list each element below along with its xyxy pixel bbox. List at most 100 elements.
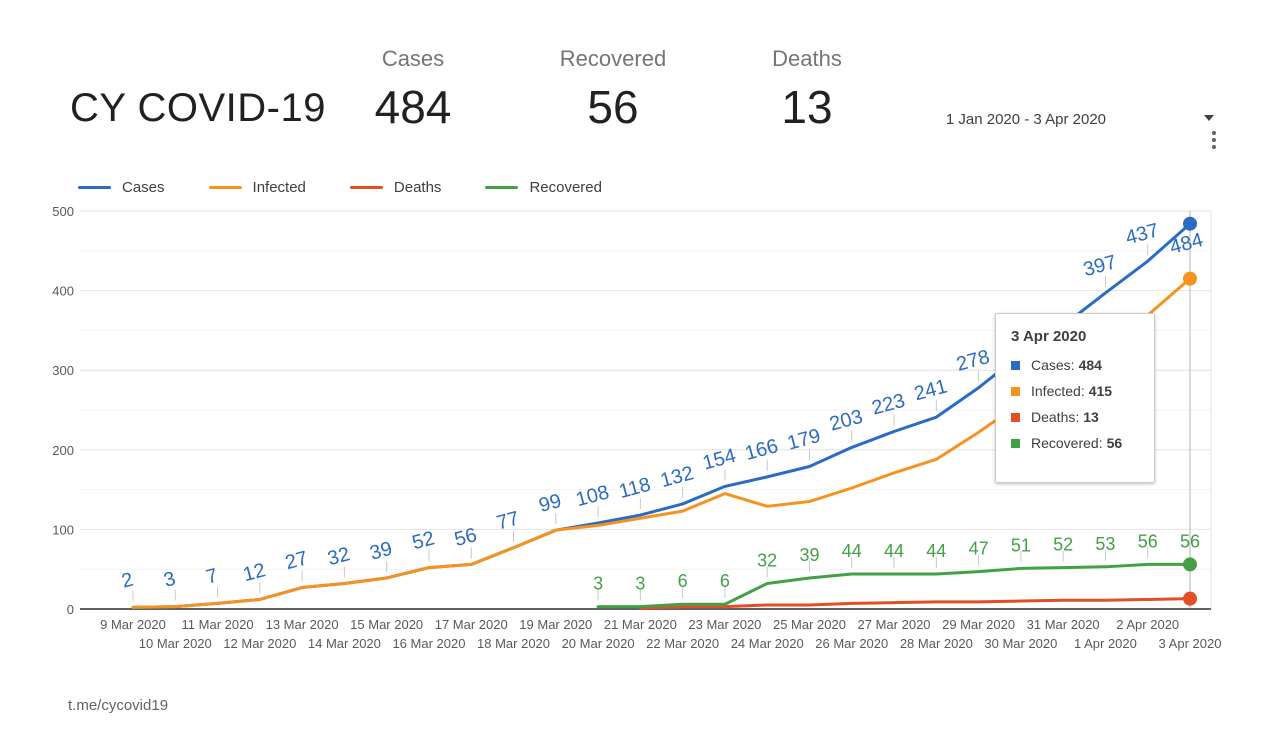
data-label-cases: 39 (368, 538, 395, 565)
deaths-marker-icon (1011, 412, 1020, 422)
caret-down-icon[interactable] (1204, 115, 1214, 121)
x-axis-label: 10 Mar 2020 (139, 636, 212, 651)
data-label-recovered: 52 (1053, 535, 1073, 555)
data-label-cases: 77 (494, 507, 521, 534)
cases-marker-icon (1011, 360, 1020, 370)
infected-marker-icon (1011, 386, 1020, 396)
data-label-recovered: 44 (842, 541, 862, 561)
x-axis-label: 30 Mar 2020 (984, 636, 1057, 651)
data-label-cases: 437 (1123, 219, 1161, 249)
footer-link[interactable]: t.me/cycovid19 (68, 697, 169, 714)
stat-deaths: Deaths 13 (722, 46, 892, 134)
series-line-deaths (638, 597, 1192, 610)
data-label-cases: 3 (162, 568, 178, 592)
page-title: CY COVID-19 (70, 86, 326, 130)
x-axis-label: 12 Mar 2020 (223, 636, 296, 651)
data-label-recovered: 44 (884, 541, 904, 561)
stat-deaths-value: 13 (781, 81, 833, 133)
data-label-recovered: 44 (926, 541, 946, 561)
data-label-cases: 397 (1081, 251, 1119, 281)
date-range-selector[interactable]: 1 Jan 2020 - 3 Apr 2020 (945, 111, 1106, 128)
data-label-cases: 241 (912, 375, 950, 405)
tooltip-row-cases: Cases: 484 (1011, 357, 1140, 373)
legend-item-deaths[interactable]: Deaths (349, 179, 441, 196)
x-axis-label: 14 Mar 2020 (308, 636, 381, 651)
x-axis-label: 17 Mar 2020 (435, 617, 508, 632)
y-axis-label: 200 (52, 443, 74, 458)
y-axis-label: 500 (52, 204, 74, 219)
data-label-cases: 223 (870, 390, 908, 420)
data-label-cases: 484 (1167, 229, 1205, 259)
x-axis-label: 24 Mar 2020 (731, 636, 804, 651)
x-axis-label: 9 Mar 2020 (100, 617, 166, 632)
data-label-cases: 118 (617, 474, 653, 504)
y-axis-label: 0 (67, 602, 74, 617)
recovered-marker-icon (1011, 438, 1020, 448)
selected-point-recovered (1183, 557, 1197, 572)
x-axis-label: 26 Mar 2020 (815, 636, 888, 651)
stat-recovered-value: 56 (587, 81, 639, 133)
kebab-menu-icon[interactable] (1212, 131, 1216, 152)
deaths-line-swatch (349, 186, 383, 189)
selected-point-cases (1183, 216, 1197, 231)
data-label-cases: 32 (325, 543, 352, 570)
chart-legend: Cases Infected Deaths Recovered (78, 179, 646, 196)
data-label-cases: 166 (743, 435, 781, 465)
data-label-recovered: 3 (593, 574, 603, 594)
data-label-recovered: 6 (720, 571, 730, 591)
y-axis-label: 400 (52, 284, 74, 299)
series-line-recovered (596, 562, 1192, 609)
y-axis-label: 100 (52, 522, 74, 537)
data-label-recovered: 6 (678, 571, 688, 591)
infected-line-swatch (208, 186, 242, 189)
selected-point-infected (1183, 271, 1197, 286)
x-axis-label: 31 Mar 2020 (1027, 617, 1100, 632)
x-axis-label: 27 Mar 2020 (858, 617, 931, 632)
x-axis-label: 1 Apr 2020 (1074, 636, 1137, 651)
data-label-recovered: 32 (757, 551, 777, 571)
tooltip-row-infected: Infected: 415 (1011, 383, 1140, 399)
x-axis-label: 20 Mar 2020 (562, 636, 635, 651)
legend-item-cases[interactable]: Cases (78, 179, 165, 196)
data-label-recovered: 56 (1180, 531, 1200, 551)
data-label-cases: 99 (537, 490, 564, 517)
stat-cases-label: Cases (381, 46, 445, 71)
legend-item-infected[interactable]: Infected (208, 179, 306, 196)
cases-line-swatch (78, 186, 111, 189)
data-label-recovered: 39 (799, 545, 819, 565)
tooltip-row-recovered: Recovered: 56 (1011, 435, 1140, 451)
x-axis-label: 25 Mar 2020 (773, 617, 846, 632)
data-label-recovered: 56 (1138, 531, 1158, 551)
recovered-line-swatch (485, 186, 519, 189)
stat-cases: Cases 484 (328, 46, 498, 134)
x-axis-label: 18 Mar 2020 (477, 636, 550, 651)
data-label-cases: 2 (119, 569, 135, 593)
chart-tooltip: 3 Apr 2020 Cases: 484 Infected: 415 Deat… (995, 313, 1155, 483)
selected-point-deaths (1183, 591, 1197, 606)
legend-item-recovered[interactable]: Recovered (485, 179, 602, 196)
x-axis-label: 13 Mar 2020 (266, 617, 339, 632)
data-label-cases: 108 (574, 481, 612, 511)
data-label-recovered: 51 (1011, 535, 1031, 555)
x-axis-label: 16 Mar 2020 (392, 636, 465, 651)
x-axis-label: 15 Mar 2020 (350, 617, 423, 632)
x-axis-label: 29 Mar 2020 (942, 617, 1015, 632)
stat-cases-value: 484 (374, 81, 452, 133)
x-axis-label: 3 Apr 2020 (1159, 636, 1222, 651)
data-label-recovered: 47 (969, 539, 989, 559)
x-axis-label: 28 Mar 2020 (900, 636, 973, 651)
stat-recovered: Recovered 56 (528, 46, 698, 134)
data-label-cases: 132 (658, 462, 696, 492)
data-label-cases: 52 (410, 527, 437, 554)
tooltip-row-deaths: Deaths: 13 (1011, 409, 1140, 425)
stat-recovered-label: Recovered (559, 46, 667, 71)
data-label-cases: 12 (241, 559, 268, 586)
x-axis-label: 11 Mar 2020 (182, 617, 254, 632)
data-label-cases: 278 (954, 346, 992, 376)
data-label-cases: 56 (452, 524, 479, 551)
data-label-cases: 154 (700, 445, 738, 475)
tooltip-date: 3 Apr 2020 (1011, 328, 1087, 345)
data-label-recovered: 53 (1095, 534, 1115, 554)
x-axis-label: 21 Mar 2020 (604, 617, 677, 632)
